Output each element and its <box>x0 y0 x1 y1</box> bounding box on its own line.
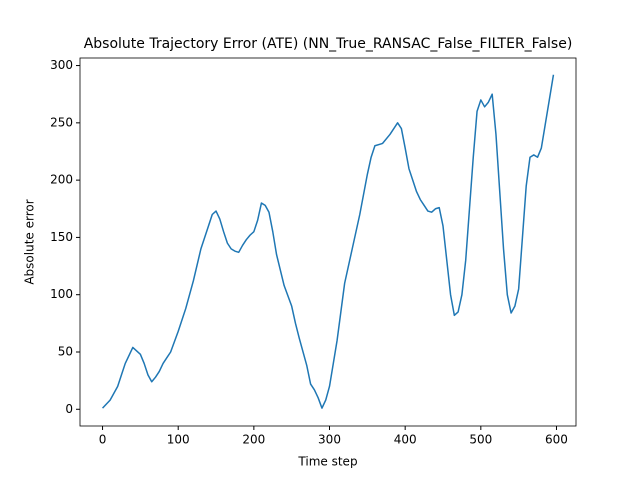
y-tick-label: 150 <box>50 230 73 244</box>
y-axis-label: Absolute error <box>23 199 37 284</box>
x-tick-label: 100 <box>167 433 190 447</box>
x-tick-label: 300 <box>318 433 341 447</box>
x-tick-label: 600 <box>545 433 568 447</box>
line-series <box>101 74 555 409</box>
y-tick-label: 300 <box>50 58 73 72</box>
x-tick-label: 0 <box>99 433 107 447</box>
plot-frame <box>79 57 577 427</box>
chart-title: Absolute Trajectory Error (ATE) (NN_True… <box>84 36 573 52</box>
y-tick-label: 0 <box>65 402 73 416</box>
x-axis-label: Time step <box>297 455 357 469</box>
x-tick-label: 400 <box>394 433 417 447</box>
y-tick-label: 50 <box>58 344 73 358</box>
x-tick-label: 500 <box>469 433 492 447</box>
y-tick-label: 200 <box>50 173 73 187</box>
x-tick-label: 200 <box>242 433 265 447</box>
y-tick-label: 100 <box>50 287 73 301</box>
y-tick-label: 250 <box>50 115 73 129</box>
